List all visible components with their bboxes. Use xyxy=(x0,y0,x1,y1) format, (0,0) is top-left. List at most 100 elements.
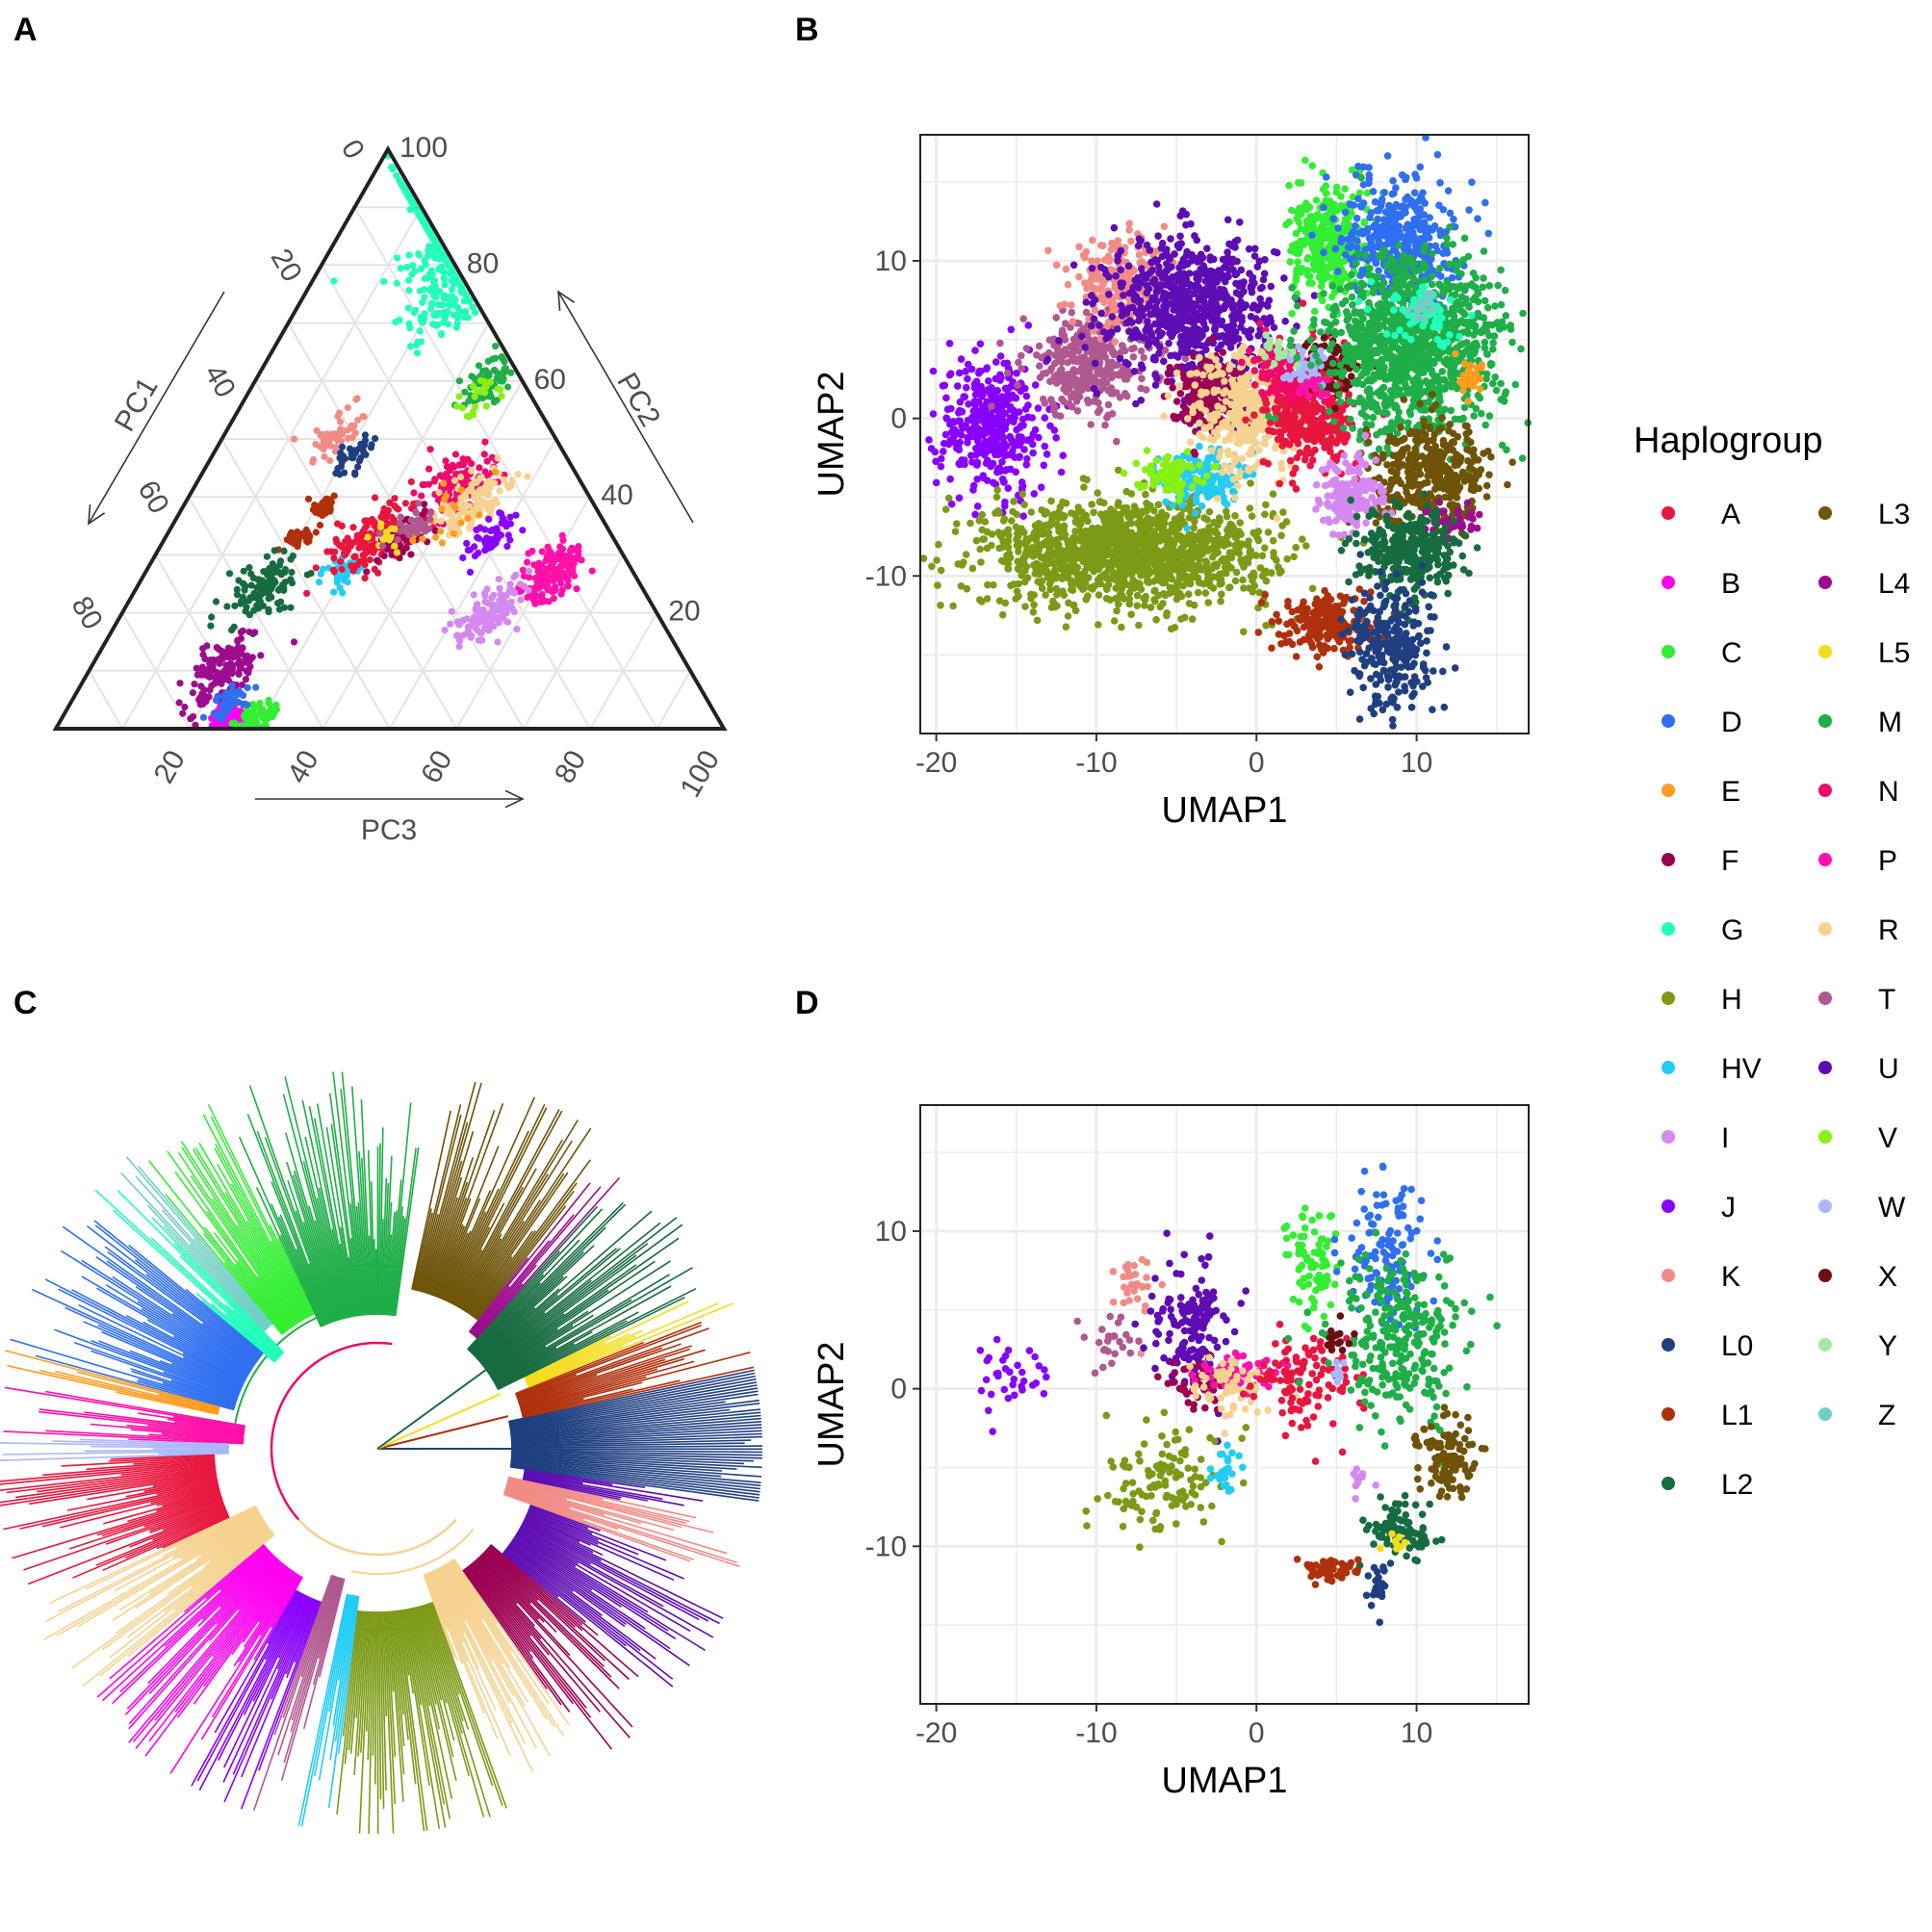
ternary-point xyxy=(503,542,511,551)
point xyxy=(950,433,958,441)
ternary-gridline xyxy=(389,438,557,730)
point xyxy=(1250,245,1259,253)
ternary-point xyxy=(330,492,338,500)
ternary-point xyxy=(548,561,556,570)
point xyxy=(1018,433,1025,441)
ternary-point xyxy=(468,467,476,475)
point xyxy=(1120,292,1127,299)
ternary-point xyxy=(447,265,454,272)
ternary-point xyxy=(471,393,478,400)
point xyxy=(1038,577,1046,585)
ternary-point xyxy=(433,311,441,319)
point xyxy=(992,493,1001,502)
pc3-arrow-icon xyxy=(255,789,525,809)
point xyxy=(1049,597,1057,605)
ternary-point xyxy=(367,444,375,451)
point xyxy=(1133,602,1142,609)
ternary-point xyxy=(360,413,368,421)
point xyxy=(988,530,996,538)
point xyxy=(1130,368,1139,375)
point xyxy=(949,418,957,425)
ternary-cluster-v xyxy=(453,376,505,421)
point xyxy=(973,502,982,510)
ternary-point xyxy=(276,557,285,565)
ternary-point xyxy=(415,251,424,259)
point xyxy=(1232,289,1241,297)
ternary-point xyxy=(477,388,485,396)
ternary-point xyxy=(442,457,450,465)
point xyxy=(1149,355,1158,364)
ternary-point xyxy=(464,514,472,523)
ternary-point xyxy=(355,457,364,465)
ternary-point xyxy=(500,476,507,483)
ternary-point xyxy=(498,510,505,518)
ternary-point xyxy=(332,535,340,543)
ternary-point xyxy=(490,399,499,406)
point xyxy=(1000,515,1009,523)
point xyxy=(1191,543,1198,552)
ternary-point xyxy=(451,271,458,279)
point xyxy=(1236,519,1244,527)
point xyxy=(1102,378,1111,387)
ternary-axis-pc2: PC2 xyxy=(610,368,666,432)
ternary-point xyxy=(563,582,572,590)
point xyxy=(1012,468,1019,477)
ternary-point xyxy=(413,522,421,529)
ternary-point xyxy=(181,703,189,711)
ternary-point xyxy=(307,570,315,578)
ternary-point xyxy=(551,572,558,580)
point xyxy=(1174,298,1183,307)
ternary-point xyxy=(338,543,347,552)
point xyxy=(1057,468,1066,477)
ternary-point xyxy=(227,659,235,668)
ternary-point xyxy=(559,545,567,553)
point xyxy=(1177,240,1185,247)
point xyxy=(1015,592,1022,601)
point xyxy=(1104,252,1113,261)
ternary-point xyxy=(472,402,479,411)
ternary-point xyxy=(216,656,223,663)
ternary-point xyxy=(257,652,265,659)
point xyxy=(1254,536,1263,545)
ternary-tick-pc3: 60 xyxy=(415,745,458,788)
ternary-point xyxy=(364,533,372,541)
ternary-point xyxy=(256,589,265,597)
ternary-point xyxy=(243,604,250,611)
ternary-gridline xyxy=(656,670,691,730)
point xyxy=(1249,304,1256,312)
point xyxy=(1201,305,1210,313)
ternary-point xyxy=(344,534,351,542)
ternary-point xyxy=(418,492,425,500)
ternary-point xyxy=(475,606,482,615)
point xyxy=(1204,599,1213,606)
point xyxy=(1264,528,1273,536)
point xyxy=(1059,451,1068,460)
point xyxy=(1124,262,1133,270)
ternary-point xyxy=(417,338,425,346)
point xyxy=(971,391,980,399)
point xyxy=(1042,556,1049,564)
ternary-point xyxy=(588,567,596,575)
point xyxy=(1277,531,1285,540)
ternary-point xyxy=(417,265,425,273)
point xyxy=(1281,317,1289,325)
point xyxy=(1090,508,1097,517)
point xyxy=(1088,322,1095,330)
point xyxy=(1095,322,1103,329)
point xyxy=(1249,528,1257,537)
point xyxy=(1125,219,1133,228)
ternary-point xyxy=(272,701,280,708)
point xyxy=(1114,257,1121,265)
point xyxy=(1085,399,1093,407)
ternary-point xyxy=(304,495,313,503)
ternary-point xyxy=(330,277,338,285)
point xyxy=(1069,318,1076,325)
ternary-point xyxy=(237,634,245,642)
ternary-point xyxy=(199,651,207,658)
ternary-point xyxy=(495,370,503,377)
ternary-point xyxy=(275,585,284,593)
point xyxy=(1182,210,1191,219)
point xyxy=(1111,338,1119,346)
ternary-point xyxy=(416,287,424,295)
